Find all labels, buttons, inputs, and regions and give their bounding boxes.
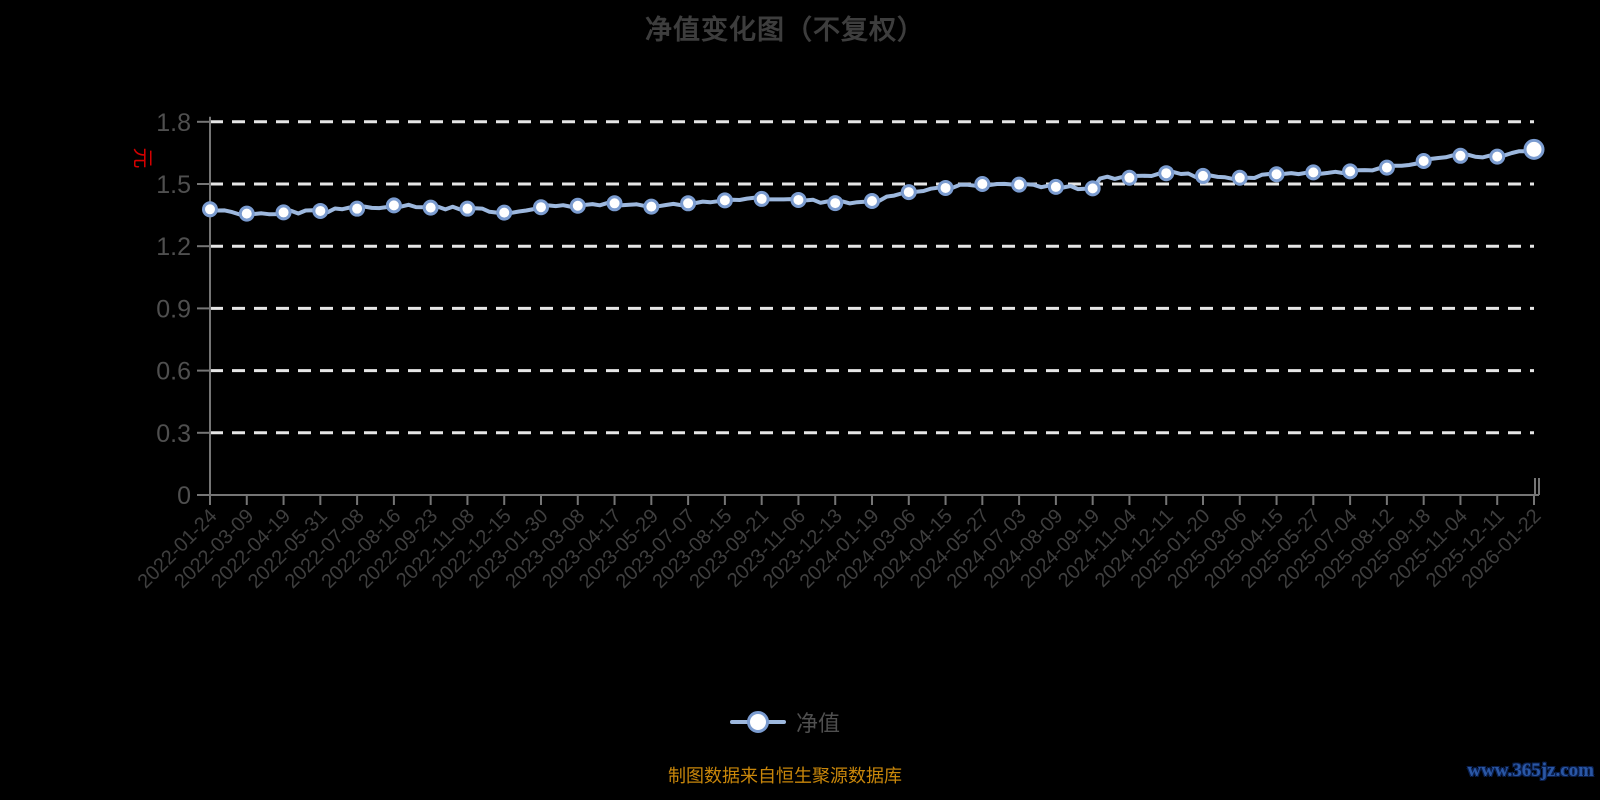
y-axis-label: 1.2	[156, 233, 191, 261]
data-point[interactable]	[569, 197, 586, 214]
data-point[interactable]	[1084, 180, 1101, 197]
legend-item-nav[interactable]: 净值	[729, 706, 840, 738]
legend-label: 净值	[795, 711, 840, 736]
data-point[interactable]	[753, 190, 770, 207]
data-point[interactable]	[864, 193, 880, 210]
line-dot-legend-icon	[729, 709, 786, 735]
data-point[interactable]	[1342, 163, 1359, 180]
data-point[interactable]	[606, 195, 623, 212]
data-point[interactable]	[1195, 167, 1211, 184]
data-point[interactable]	[937, 179, 954, 196]
data-point[interactable]	[643, 198, 660, 215]
data-source-note: 制图数据来自恒生聚源数据库	[668, 766, 902, 786]
data-point[interactable]	[1378, 159, 1395, 176]
page-title: 净值变化图（不复权）	[645, 15, 925, 45]
data-point[interactable]	[1011, 176, 1028, 193]
y-axis-label: 0.6	[156, 358, 191, 386]
watermark-link[interactable]: www.365jz.com	[1467, 760, 1594, 781]
y-axis-label: 1.8	[156, 109, 191, 137]
data-point[interactable]	[1047, 178, 1064, 195]
data-point[interactable]	[900, 184, 917, 201]
data-point[interactable]	[1452, 147, 1469, 164]
y-axis-label: 1.5	[156, 171, 191, 199]
data-point[interactable]	[1523, 138, 1545, 160]
data-point[interactable]	[385, 197, 402, 214]
y-axis-label: 0.9	[156, 295, 191, 323]
data-point[interactable]	[827, 195, 844, 212]
data-point[interactable]	[496, 204, 513, 221]
y-axis-label: 0	[177, 482, 191, 510]
y-axis-label: 0.3	[156, 420, 191, 448]
data-point[interactable]	[1121, 169, 1138, 186]
data-point[interactable]	[1415, 152, 1432, 169]
data-point[interactable]	[202, 201, 218, 218]
legend: 净值	[0, 706, 1570, 738]
data-point[interactable]	[349, 200, 366, 217]
data-point[interactable]	[1231, 169, 1248, 186]
data-point[interactable]	[312, 202, 329, 219]
y-axis-unit-label: 元	[130, 147, 154, 169]
data-point[interactable]	[1158, 165, 1175, 182]
data-point[interactable]	[533, 199, 549, 216]
data-point[interactable]	[680, 195, 697, 212]
data-point[interactable]	[238, 205, 255, 222]
data-point[interactable]	[974, 176, 991, 192]
data-point[interactable]	[1268, 166, 1285, 183]
data-point[interactable]	[459, 200, 476, 217]
data-point[interactable]	[275, 204, 292, 221]
data-point[interactable]	[422, 199, 439, 216]
data-point[interactable]	[716, 192, 733, 209]
data-point[interactable]	[1489, 148, 1506, 165]
data-point[interactable]	[790, 191, 807, 208]
data-point[interactable]	[1305, 164, 1322, 181]
